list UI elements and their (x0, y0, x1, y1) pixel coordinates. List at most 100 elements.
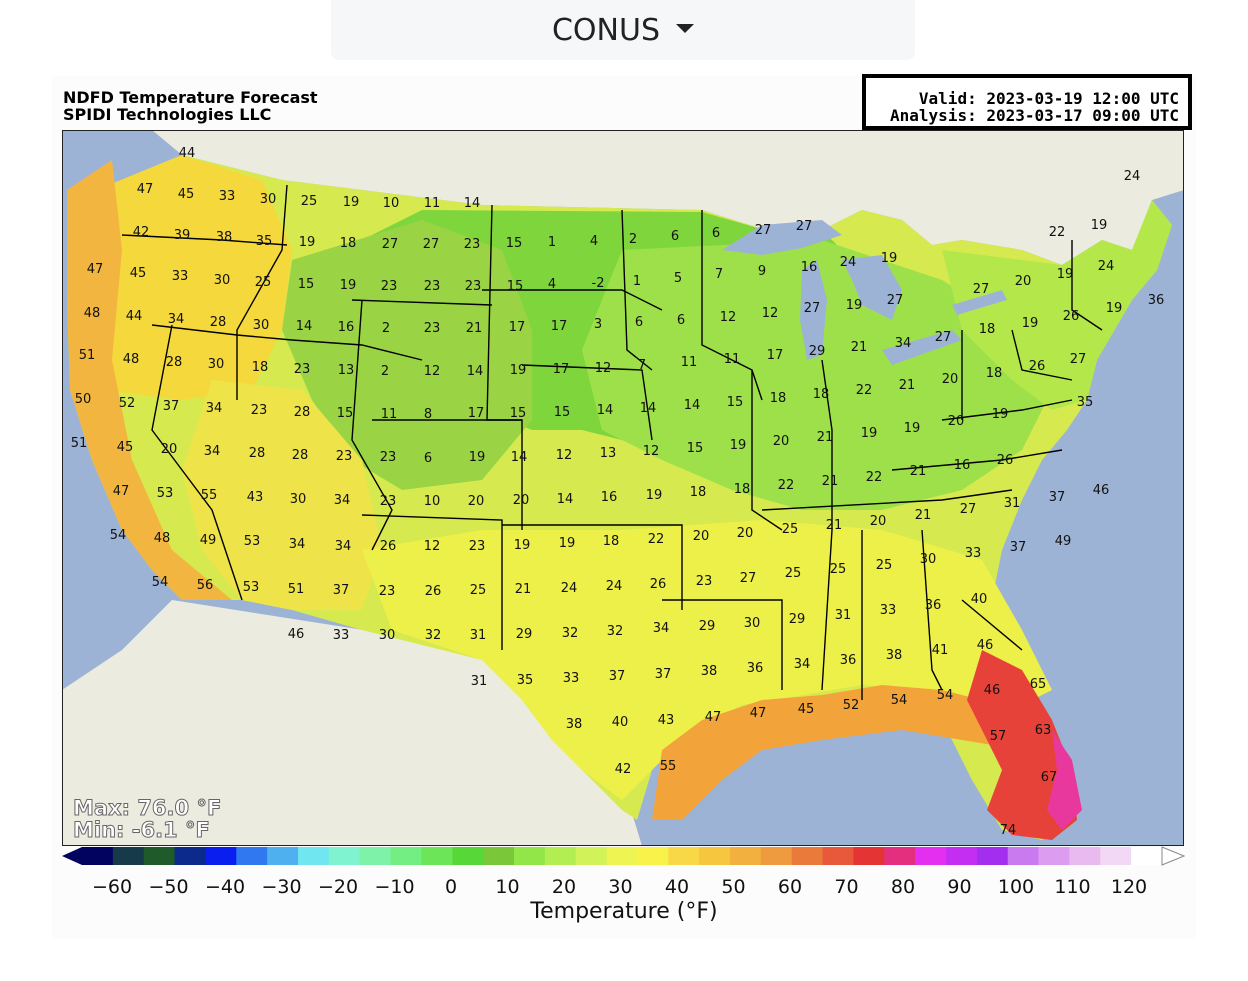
lake-ontario (952, 290, 1007, 315)
temperature-label: 1 (548, 235, 556, 250)
temperature-label: 29 (789, 612, 806, 627)
temperature-label: 27 (423, 237, 440, 252)
temperature-label: 67 (1041, 770, 1058, 785)
temperature-label: 34 (794, 657, 811, 672)
colorbar-tick-label: 30 (608, 876, 632, 898)
temperature-label: 57 (990, 729, 1007, 744)
temperature-label: 12 (762, 306, 779, 321)
temperature-label: 1 (633, 274, 641, 289)
temperature-label: 37 (333, 583, 350, 598)
temperature-label: 22 (866, 470, 883, 485)
temperature-label: 65 (1030, 677, 1047, 692)
temperature-label: 35 (517, 673, 534, 688)
temperature-label: 55 (201, 488, 218, 503)
temperature-label: 16 (338, 320, 355, 335)
temperature-label: 53 (244, 534, 261, 549)
temperature-label: 49 (200, 533, 217, 548)
temperature-label: 25 (830, 562, 847, 577)
temperature-label: 18 (340, 236, 357, 251)
temperature-label: 19 (861, 426, 878, 441)
temperature-label: 19 (730, 438, 747, 453)
temperature-label: 37 (163, 399, 180, 414)
border-line (482, 289, 663, 311)
temperature-label: 17 (551, 319, 568, 334)
temperature-colorbar: −60 −50 −40 −30 −20 −10 0 10 20 30 40 50 60 70 80 90 100… (62, 846, 1186, 898)
temperature-label: 19 (510, 363, 527, 378)
colorbar-tick-label: −40 (205, 876, 245, 898)
temperature-label: 48 (84, 306, 101, 321)
temperature-label: 45 (178, 187, 195, 202)
temperature-label: 46 (984, 683, 1001, 698)
colorbar-min-arrow (62, 847, 82, 865)
colorbar-tick-label: 60 (778, 876, 802, 898)
colorbar-max-arrow (1161, 846, 1186, 866)
temperature-label: 27 (804, 301, 821, 316)
temperature-label: 33 (333, 628, 350, 643)
temperature-label: 22 (856, 383, 873, 398)
temperature-label: 20 (1015, 274, 1032, 289)
border-line (1011, 329, 1073, 381)
map-title-block: NDFD Temperature Forecast SPIDI Technolo… (63, 89, 318, 123)
temperature-label: 36 (747, 661, 764, 676)
temperature-label: 74 (1000, 823, 1017, 838)
temperature-label: 6 (677, 313, 685, 328)
region-selector[interactable]: CONUS (331, 0, 915, 60)
temperature-label: 34 (204, 444, 221, 459)
temperature-label: 19 (1091, 218, 1108, 233)
temperature-label: 23 (379, 584, 396, 599)
colorbar-tick-label: −20 (318, 876, 358, 898)
temperature-label: 19 (1106, 301, 1123, 316)
temperature-label: 12 (595, 361, 612, 376)
temperature-label: 30 (290, 492, 307, 507)
colorbar-bin (359, 847, 392, 865)
temperature-label: 12 (556, 448, 573, 463)
temperature-label: 9 (758, 264, 766, 279)
colorbar-tick-label: 80 (891, 876, 915, 898)
temperature-label: 20 (737, 526, 754, 541)
temperature-label: 15 (337, 406, 354, 421)
colorbar-bin (452, 847, 484, 865)
temperature-label: 18 (813, 387, 830, 402)
colorbar-bin (174, 847, 206, 865)
border-line (502, 524, 683, 610)
temperature-label: 15 (506, 236, 523, 251)
temperature-label: 26 (380, 539, 397, 554)
temperature-label: 27 (796, 219, 813, 234)
temperature-label: 17 (767, 348, 784, 363)
temperature-label: 19 (514, 538, 531, 553)
temperature-label: 25 (470, 583, 487, 598)
temperature-label: 15 (507, 279, 524, 294)
temperature-label: 47 (750, 706, 767, 721)
temperature-label: 10 (383, 196, 400, 211)
temperature-label: 13 (338, 363, 355, 378)
lake-erie (882, 330, 962, 365)
colorbar-bin (884, 847, 916, 865)
colorbar-tick-label: 120 (1111, 876, 1147, 898)
colorbar-bin (637, 847, 669, 865)
temperature-label: 38 (566, 717, 583, 732)
temperature-label: 16 (601, 490, 618, 505)
colorbar-tick-label: 20 (552, 876, 576, 898)
map-frame (62, 130, 1184, 846)
temperature-label: 56 (197, 578, 214, 593)
colorbar-tick-label: −10 (374, 876, 414, 898)
temperature-label: 47 (113, 484, 130, 499)
temperature-label: 54 (891, 693, 908, 708)
border-line (891, 449, 1063, 471)
temperature-label: 21 (915, 508, 932, 523)
temperature-label: 51 (71, 436, 88, 451)
colorbar-title: Temperature (°F) (530, 899, 718, 924)
temperature-label: 19 (340, 278, 357, 293)
temperature-label: 11 (424, 196, 441, 211)
temperature-label: 33 (965, 546, 982, 561)
temperature-label: -2 (592, 276, 605, 291)
colorbar-bin (1100, 847, 1132, 865)
temperature-label: 23 (424, 321, 441, 336)
temperature-label: 31 (835, 608, 852, 623)
temperature-label: 30 (253, 318, 270, 333)
valid-time: Valid: 2023-03-19 12:00 UTC (918, 89, 1179, 108)
colorbar-bin (421, 847, 453, 865)
temperature-label: 27 (960, 502, 977, 517)
temperature-label: 34 (334, 493, 351, 508)
